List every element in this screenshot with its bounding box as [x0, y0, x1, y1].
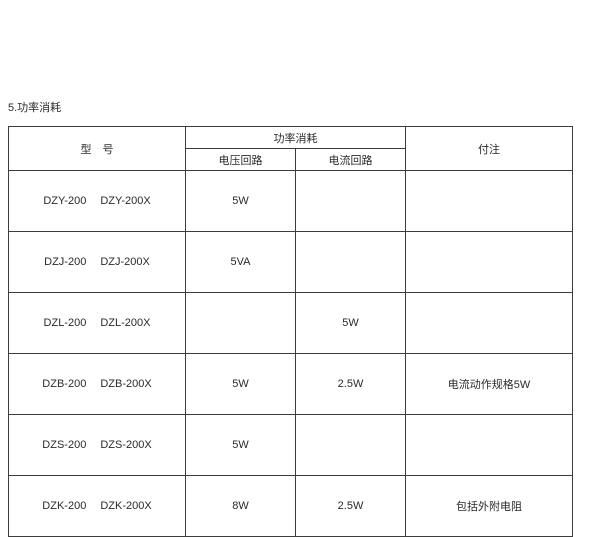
section-heading: 5.功率消耗 [8, 102, 62, 114]
model-variant: DZY-200X [100, 195, 151, 207]
note-cell [405, 414, 573, 476]
voltage-circuit-cell: 5W [185, 414, 296, 476]
model-primary: DZJ-200 [44, 256, 87, 268]
voltage-circuit-cell: 5VA [185, 231, 296, 293]
voltage-circuit-header: 电压回路 [185, 148, 296, 171]
current-circuit-cell: 5W [295, 292, 406, 354]
model-cell: DZB-200 DZB-200X [8, 353, 186, 415]
current-circuit-cell: 2.5W [295, 475, 406, 537]
model-variant: DZJ-200X [100, 256, 150, 268]
model-pair: DZB-200 DZB-200X [11, 378, 183, 390]
model-cell: DZS-200 DZS-200X [8, 414, 186, 476]
table-row: DZK-200 DZK-200X 8W 2.5W 包括外附电阻 [8, 475, 573, 537]
table-row: DZS-200 DZS-200X 5W [8, 414, 573, 476]
current-circuit-cell: 2.5W [295, 353, 406, 415]
current-circuit-cell [295, 170, 406, 232]
note-cell [405, 292, 573, 354]
note-cell: 电流动作规格5W [405, 353, 573, 415]
model-variant: DZB-200X [100, 378, 152, 390]
model-primary: DZS-200 [42, 439, 87, 451]
voltage-circuit-cell [185, 292, 296, 354]
model-primary: DZY-200 [43, 195, 87, 207]
model-pair: DZY-200 DZY-200X [11, 195, 183, 207]
model-cell: DZK-200 DZK-200X [8, 475, 186, 537]
model-primary: DZB-200 [42, 378, 87, 390]
table-row: DZY-200 DZY-200X 5W [8, 170, 573, 232]
table-header: 型 号 功率消耗 付注 电压回路 电流回路 [8, 126, 573, 171]
model-primary: DZK-200 [42, 500, 87, 512]
model-pair: DZL-200 DZL-200X [11, 317, 183, 329]
note-cell [405, 231, 573, 293]
note-cell: 包括外附电阻 [405, 475, 573, 537]
power-consumption-table: 型 号 功率消耗 付注 电压回路 电流回路 DZY-200 DZY-200X 5… [8, 126, 573, 537]
model-cell: DZY-200 DZY-200X [8, 170, 186, 232]
model-cell: DZJ-200 DZJ-200X [8, 231, 186, 293]
table-row: DZB-200 DZB-200X 5W 2.5W 电流动作规格5W [8, 353, 573, 415]
current-circuit-header: 电流回路 [295, 148, 406, 171]
power-group-header: 功率消耗 [185, 126, 406, 149]
model-pair: DZS-200 DZS-200X [11, 439, 183, 451]
current-circuit-cell [295, 231, 406, 293]
table-body: DZY-200 DZY-200X 5W DZJ-200 DZJ-200X 5VA [8, 170, 573, 537]
current-circuit-cell [295, 414, 406, 476]
table-row: DZJ-200 DZJ-200X 5VA [8, 231, 573, 293]
model-pair: DZK-200 DZK-200X [11, 500, 183, 512]
table-row: DZL-200 DZL-200X 5W [8, 292, 573, 354]
model-variant: DZL-200X [100, 317, 151, 329]
model-column-header: 型 号 [8, 126, 186, 171]
voltage-circuit-cell: 5W [185, 170, 296, 232]
note-cell [405, 170, 573, 232]
header-row-top: 型 号 功率消耗 付注 [8, 126, 573, 171]
notes-column-header: 付注 [405, 126, 573, 171]
model-primary: DZL-200 [43, 317, 87, 329]
model-variant: DZS-200X [100, 439, 152, 451]
model-cell: DZL-200 DZL-200X [8, 292, 186, 354]
voltage-circuit-cell: 8W [185, 475, 296, 537]
voltage-circuit-cell: 5W [185, 353, 296, 415]
model-variant: DZK-200X [100, 500, 152, 512]
model-pair: DZJ-200 DZJ-200X [11, 256, 183, 268]
